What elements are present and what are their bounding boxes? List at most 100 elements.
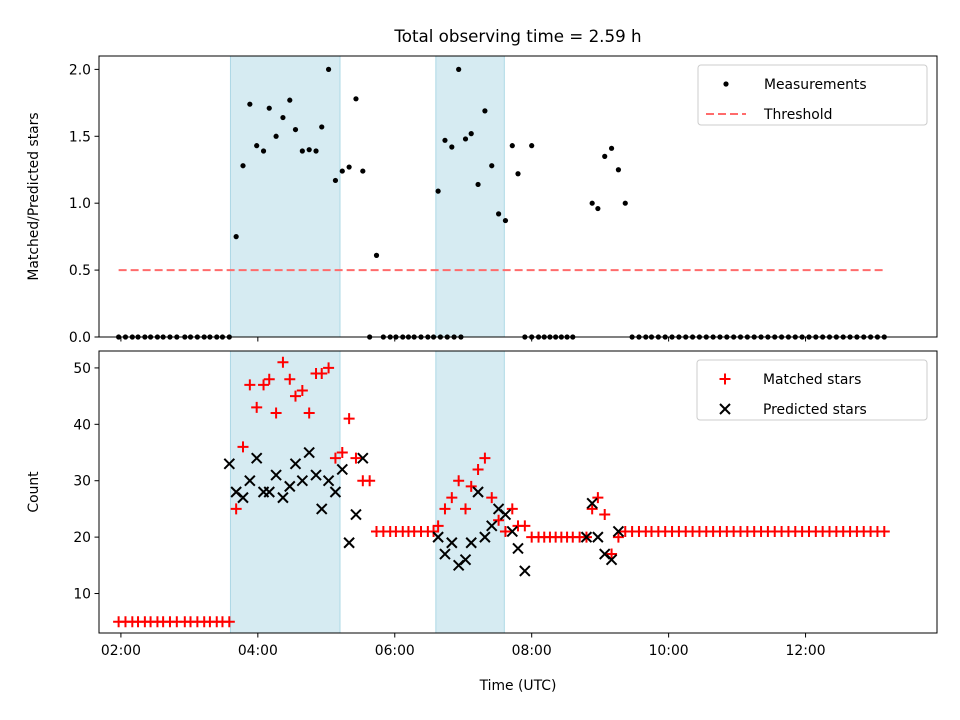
data-point: [310, 469, 322, 481]
data-point: [428, 525, 440, 537]
data-point: [442, 137, 448, 143]
y-tick-label: 20: [73, 530, 91, 546]
data-point: [493, 514, 505, 526]
data-point: [313, 148, 319, 154]
y-tick-label: 0.5: [69, 263, 91, 279]
data-point: [296, 475, 309, 487]
data-point: [316, 503, 328, 515]
data-point: [303, 407, 315, 419]
data-point: [439, 548, 451, 560]
data-point: [289, 390, 301, 402]
data-point: [343, 537, 355, 549]
data-point: [482, 108, 488, 114]
data-point: [605, 553, 618, 566]
data-point: [462, 136, 469, 142]
data-point: [512, 542, 524, 555]
data-point: [325, 66, 332, 72]
data-point: [244, 379, 256, 391]
data-point: [350, 508, 362, 521]
data-point: [622, 200, 628, 206]
data-point: [316, 368, 328, 380]
x-tick-label: 10:00: [649, 643, 689, 659]
data-point: [296, 384, 308, 396]
data-point: [289, 458, 302, 470]
x-axis-label: Time (UTC): [479, 678, 557, 694]
legend-label: Predicted stars: [763, 402, 867, 418]
legend-box: [696, 359, 928, 421]
data-point: [277, 491, 289, 504]
legend-swatch: [719, 373, 731, 385]
shaded-interval: [229, 350, 341, 634]
data-point: [329, 486, 342, 498]
data-point: [373, 252, 380, 258]
legend-swatch: [719, 403, 731, 415]
data-point: [465, 537, 477, 549]
data-point: [509, 143, 515, 149]
data-point: [519, 520, 531, 532]
y-tick-label: 2.0: [69, 62, 91, 78]
data-point: [589, 200, 595, 206]
data-point: [499, 508, 512, 521]
data-point: [592, 492, 604, 504]
legend-label: Matched stars: [763, 372, 861, 388]
data-point: [612, 531, 624, 543]
data-point: [339, 168, 345, 174]
data-point: [479, 452, 491, 464]
data-point: [292, 126, 299, 133]
chart-title: Total observing time = 2.59 h: [393, 26, 641, 46]
data-point: [299, 148, 305, 154]
data-point: [486, 520, 498, 532]
data-point: [519, 565, 531, 577]
y-axis-label: Matched/Predicted stars: [26, 112, 42, 280]
data-point: [332, 177, 339, 184]
data-point: [606, 548, 618, 560]
data-point: [515, 171, 521, 177]
legend: Matched stars Predicted stars: [696, 359, 928, 421]
data-point: [266, 105, 272, 111]
data-point: [878, 525, 890, 537]
data-point: [499, 525, 511, 537]
data-point: [223, 616, 235, 628]
legend-box: [697, 64, 928, 126]
plot-frame: [98, 350, 938, 634]
data-point: [612, 525, 625, 538]
data-point: [446, 492, 458, 504]
y-tick-label: 1.5: [69, 129, 91, 145]
data-point: [270, 469, 282, 481]
data-point: [357, 452, 369, 464]
data-point: [479, 531, 491, 543]
series-predicted-stars: [223, 446, 625, 577]
data-point: [472, 463, 484, 475]
data-point: [446, 537, 458, 549]
data-point: [529, 143, 535, 149]
data-point: [468, 131, 474, 137]
legend-label: Threshold: [763, 107, 832, 123]
shaded-interval: [435, 55, 505, 338]
data-point: [270, 407, 282, 419]
y-tick-label: 30: [73, 474, 91, 490]
data-point: [233, 234, 239, 240]
data-point: [580, 531, 593, 543]
y-tick-label: 40: [73, 417, 91, 433]
data-point: [336, 463, 348, 476]
data-point: [615, 167, 622, 173]
data-point: [284, 480, 296, 493]
data-point: [608, 145, 615, 151]
data-point: [453, 475, 465, 487]
data-point: [263, 373, 275, 385]
x-tick-label: 04:00: [238, 643, 278, 659]
data-point: [602, 153, 608, 159]
data-point: [322, 475, 335, 487]
data-point: [350, 452, 362, 464]
y-tick-label: 10: [73, 587, 91, 603]
data-point: [287, 97, 293, 103]
x-tick-label: 02:00: [101, 643, 141, 659]
plot-frame: [98, 55, 938, 338]
y-tick-label: 50: [73, 361, 91, 377]
data-point: [595, 205, 601, 212]
data-point: [502, 217, 509, 224]
data-point: [329, 452, 341, 464]
data-point: [251, 401, 263, 413]
x-tick-label: 08:00: [512, 643, 552, 659]
data-point: [506, 503, 518, 515]
